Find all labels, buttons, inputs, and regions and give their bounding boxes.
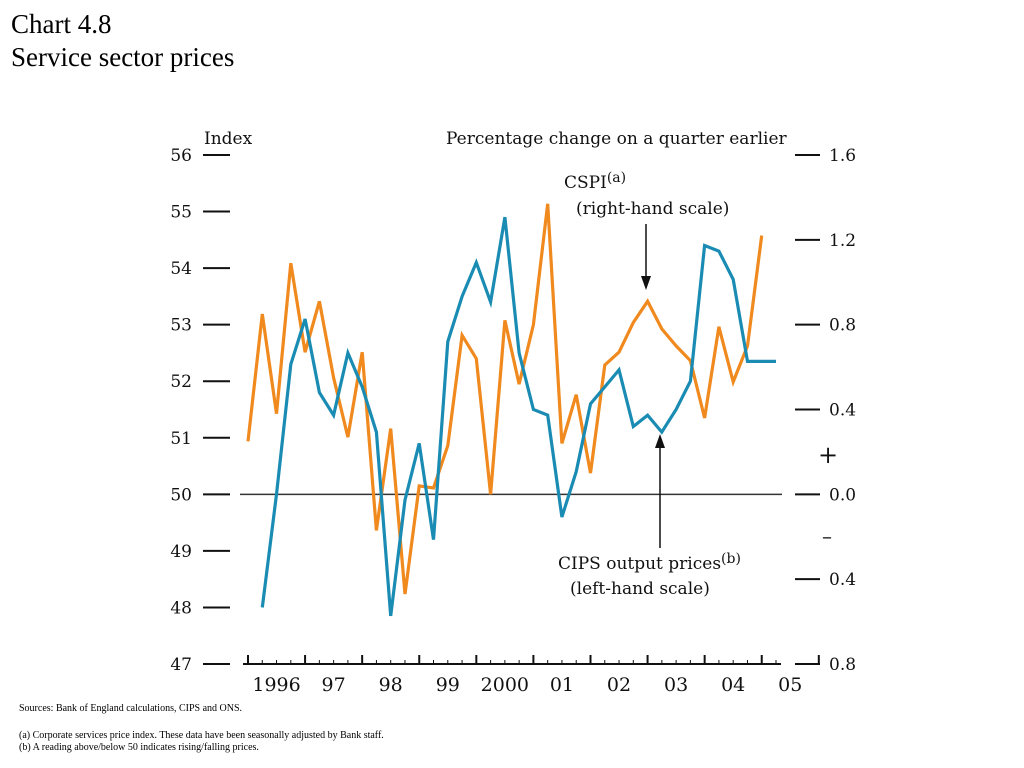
left-tick-label: 47 (170, 655, 192, 675)
right-tick-label: 1.2 (829, 231, 856, 251)
series-layer (246, 203, 777, 617)
right-tick-label: 0.8 (829, 316, 856, 336)
cspi-label: CSPI(a) (564, 170, 626, 193)
left-tick-label: 56 (170, 146, 192, 166)
chart-number: Chart 4.8 (11, 9, 112, 39)
left-tick-label: 51 (170, 429, 192, 449)
x-tick-label: 97 (322, 674, 346, 696)
chart-name: Service sector prices (11, 42, 235, 72)
left-tick-label: 52 (170, 372, 192, 392)
x-tick-label: 98 (379, 674, 403, 696)
left-tick-label: 53 (170, 316, 192, 336)
cspi-annotation: CSPI(a) (right-hand scale) (564, 170, 729, 290)
x-tick-label: 02 (607, 674, 631, 696)
left-tick-label: 50 (170, 485, 192, 505)
chart-title: Chart 4.8 Service sector prices (11, 8, 234, 74)
cips-scale-label: (left-hand scale) (570, 579, 710, 599)
left-tick-label: 54 (170, 259, 192, 279)
left-tick-label: 49 (170, 542, 192, 562)
right-tick-label: 1.6 (829, 146, 856, 166)
left-tick-label: 55 (170, 203, 192, 223)
line-chart: 56 55 54 53 52 51 50 49 48 47 1.6 1.2 0.8 0.4 0.0 0.4 0.… (170, 129, 856, 696)
sources-note: Sources: Bank of England calculations, C… (19, 703, 243, 714)
cips-label: CIPS output prices(b) (558, 551, 741, 574)
cips-annotation: CIPS output prices(b) (left-hand scale) (558, 434, 741, 599)
right-axis-label: Percentage change on a quarter earlier (446, 129, 788, 149)
footnote-a: (a) Corporate services price index. Thes… (19, 730, 384, 741)
right-tick-label: 0.4 (829, 570, 856, 590)
x-tick-label: 01 (550, 674, 574, 696)
cspi-arrow-head (641, 276, 651, 290)
right-tick-label: 0.8 (829, 655, 856, 675)
cspi-scale-label: (right-hand scale) (576, 199, 729, 219)
footnote-b: (b) A reading above/below 50 indicates r… (19, 742, 259, 753)
left-axis-label: Index (204, 129, 253, 149)
plus-sign: + (818, 441, 838, 469)
x-tick-label: 04 (721, 674, 745, 696)
x-tick-label: 99 (436, 674, 460, 696)
cips-arrow-head (655, 434, 665, 448)
x-tick-label: 2000 (481, 674, 529, 696)
x-tick-label: 03 (664, 674, 688, 696)
left-tick-label: 48 (170, 598, 192, 618)
x-tick-label: 1996 (252, 674, 300, 696)
right-tick-label: 0.4 (829, 401, 856, 421)
axes-layer: 56 55 54 53 52 51 50 49 48 47 1.6 1.2 0.8 0.4 0.0 0.4 0.… (170, 146, 856, 696)
minus-sign: – (822, 524, 832, 548)
x-tick-label: 05 (778, 674, 802, 696)
right-tick-label: 0.0 (829, 485, 856, 505)
